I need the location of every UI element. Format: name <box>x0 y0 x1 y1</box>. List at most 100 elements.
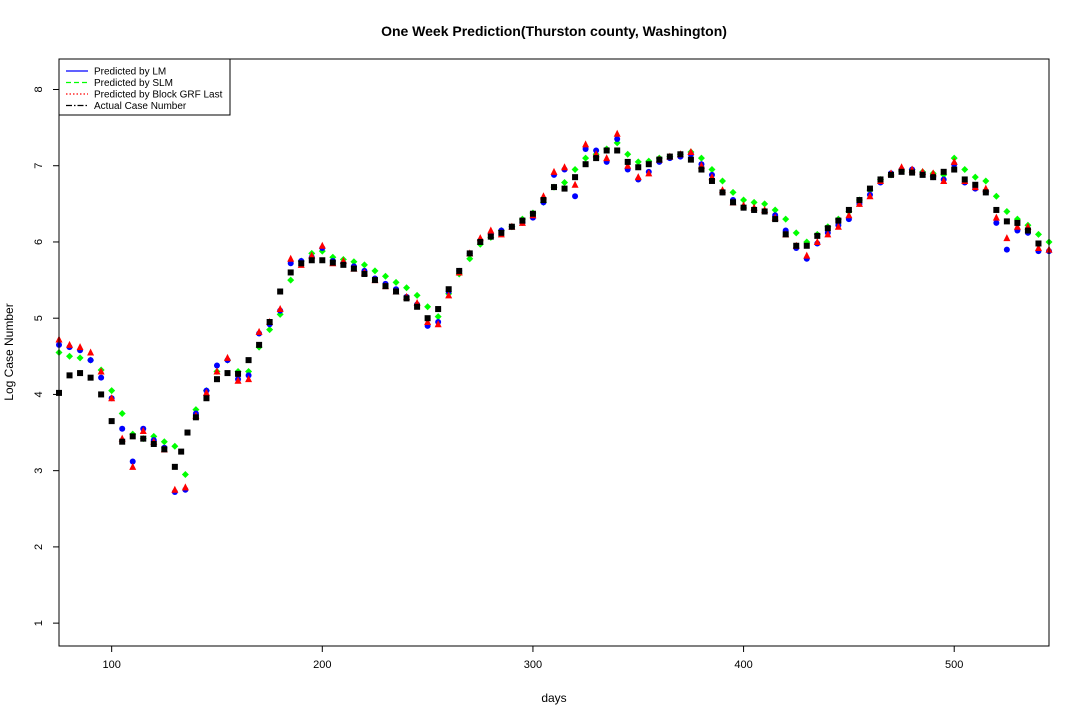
data-point <box>87 374 94 381</box>
data-point <box>540 197 547 204</box>
data-point <box>961 166 969 174</box>
data-point <box>235 370 242 377</box>
data-point <box>160 438 168 446</box>
data-point <box>572 193 579 200</box>
data-point <box>508 223 515 230</box>
data-point <box>1013 222 1021 230</box>
data-point <box>340 261 347 268</box>
legend-entry: Actual Case Number <box>66 101 187 112</box>
data-point <box>971 173 979 181</box>
data-point <box>381 272 389 280</box>
data-point <box>740 196 748 204</box>
data-point <box>814 232 821 239</box>
data-point <box>624 158 631 165</box>
data-point <box>877 176 884 183</box>
data-point <box>139 427 147 435</box>
data-point <box>561 163 569 171</box>
data-point <box>161 446 168 453</box>
data-point <box>287 254 295 262</box>
data-point <box>603 154 611 162</box>
x-tick-label: 500 <box>945 659 963 671</box>
data-point <box>1003 246 1010 253</box>
data-point <box>171 463 178 470</box>
data-point <box>687 148 695 156</box>
data-point <box>614 147 621 154</box>
data-point <box>698 166 705 173</box>
legend-label: Predicted by SLM <box>94 78 173 89</box>
data-point <box>108 418 115 425</box>
data-point <box>1035 240 1042 247</box>
data-point <box>234 376 242 384</box>
plot-marks <box>55 129 1053 496</box>
data-point <box>108 394 116 402</box>
data-point <box>403 284 411 292</box>
legend-box <box>58 58 231 116</box>
data-point <box>434 320 442 328</box>
data-point <box>424 303 432 311</box>
data-point <box>413 291 421 299</box>
data-point <box>656 156 663 163</box>
data-point <box>930 174 937 181</box>
data-point <box>213 367 221 375</box>
data-point <box>898 163 906 171</box>
data-point <box>350 265 357 272</box>
data-point <box>1034 230 1042 238</box>
data-point <box>202 388 210 396</box>
data-point <box>772 216 779 223</box>
chart-title: One Week Prediction(Thurston county, Was… <box>381 23 727 39</box>
data-point <box>371 277 378 284</box>
y-tick-label: 1 <box>33 620 45 626</box>
data-point <box>119 425 126 432</box>
data-point <box>393 288 400 295</box>
data-point <box>751 206 758 213</box>
x-tick-label: 100 <box>102 659 120 671</box>
legend-entry: Predicted by Block GRF Last <box>66 90 223 101</box>
data-point <box>571 166 579 174</box>
data-point <box>108 387 116 395</box>
data-point <box>181 483 189 491</box>
data-point <box>888 171 895 178</box>
data-point <box>1024 227 1031 234</box>
data-point <box>87 357 94 364</box>
data-point <box>624 150 632 158</box>
data-point <box>361 270 368 277</box>
data-point <box>761 200 769 208</box>
x-tick-label: 200 <box>313 659 331 671</box>
data-point <box>371 267 379 275</box>
data-point <box>276 305 284 313</box>
data-point <box>845 211 853 219</box>
data-point <box>66 352 74 360</box>
data-point <box>445 286 452 293</box>
y-tick-label: 6 <box>33 239 45 245</box>
data-point <box>382 283 389 290</box>
data-point <box>761 208 768 215</box>
data-point <box>76 354 84 362</box>
data-point <box>666 153 673 160</box>
data-point <box>950 157 958 165</box>
data-point <box>98 374 105 381</box>
data-point <box>687 156 694 163</box>
y-tick-label: 8 <box>33 86 45 92</box>
x-tick-label: 400 <box>734 659 752 671</box>
data-point <box>487 226 495 234</box>
data-point <box>350 258 358 266</box>
data-point <box>792 229 800 237</box>
x-tick-label: 300 <box>524 659 542 671</box>
data-point <box>982 189 989 196</box>
axes: 100 200 300 400 500 1 2 3 4 5 6 7 8 <box>33 86 963 671</box>
data-point <box>993 206 1000 213</box>
data-point <box>919 171 926 178</box>
data-point <box>445 291 453 299</box>
data-point <box>1034 244 1042 252</box>
data-point <box>434 313 442 321</box>
data-point <box>308 251 316 259</box>
data-point <box>750 198 758 206</box>
data-point <box>266 319 273 326</box>
data-point <box>803 251 811 259</box>
data-point <box>1003 234 1011 242</box>
data-point <box>951 166 958 173</box>
data-point <box>634 173 642 181</box>
